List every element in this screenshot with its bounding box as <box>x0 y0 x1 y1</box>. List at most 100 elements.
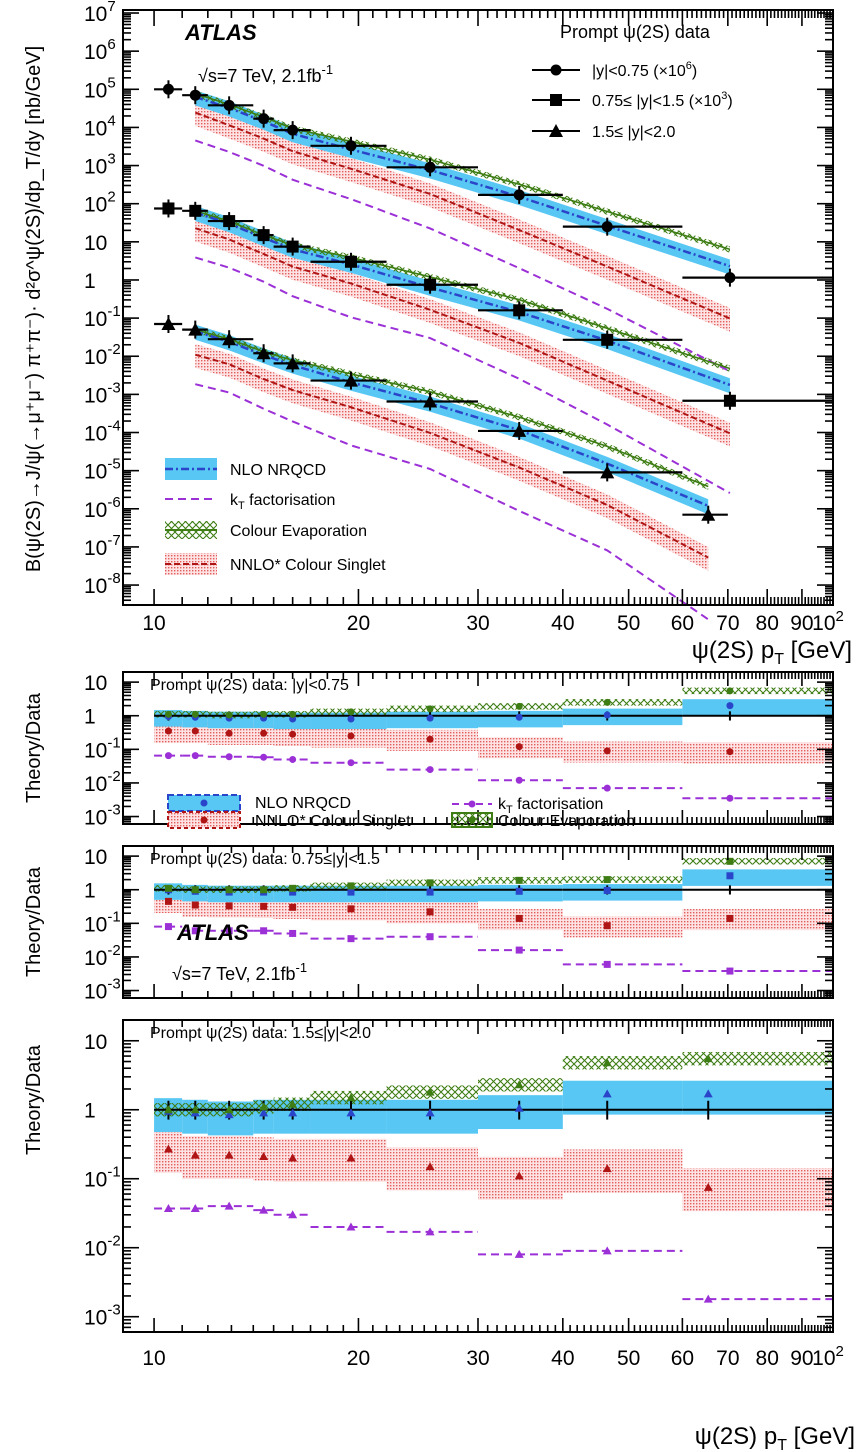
legend-entry-mid: 0.75≤ |y|<1.5 (×103) <box>592 90 733 110</box>
data-point <box>258 113 270 125</box>
main-y-axis-title: B(ψ(2S)→J/ψ(→μ⁺μ⁻) π⁺π⁻)· d²σ^ψ(2S)/dp_T… <box>23 46 45 572</box>
ratio-marker <box>726 914 734 922</box>
y-tick-label: 10-2 <box>84 942 121 970</box>
y-tick-label: 10-3 <box>84 1302 121 1330</box>
data-point <box>222 332 237 346</box>
ratio-marker <box>514 1080 524 1089</box>
ratio-marker <box>703 1089 713 1098</box>
ratio-marker <box>602 1164 612 1173</box>
ratio-marker <box>426 888 434 896</box>
energy-label: √s=7 TeV, 2.1fb-1 <box>198 62 333 86</box>
x-tick-label: 50 <box>617 612 640 635</box>
square-marker <box>550 94 562 106</box>
ratio-marker <box>515 702 523 710</box>
x-tick-label: 60 <box>671 1347 694 1370</box>
data-points <box>154 80 833 524</box>
data-point <box>343 373 358 387</box>
y-tick-label: 10-2 <box>84 341 121 369</box>
y-tick-label: 106 <box>84 36 116 64</box>
atlas-label: ATLAS <box>184 20 257 45</box>
ratio-marker <box>425 1108 435 1117</box>
x-tick-label: 80 <box>756 612 779 635</box>
ratio-marker <box>602 1089 612 1098</box>
ratio-marker <box>603 960 611 968</box>
x-tick-label: 102 <box>812 1343 844 1370</box>
y-tick-label: 10-2 <box>84 1233 121 1261</box>
ratio-marker <box>163 1144 173 1153</box>
ratio-marker <box>289 888 297 896</box>
nrqcd-swatch <box>165 458 217 480</box>
ratio-marker <box>514 1103 524 1112</box>
y-tick-labels: 10710610510410310210110-110-210-310-410-… <box>84 0 121 598</box>
ratio-legend-nrqcd: NLO NRQCD <box>255 795 351 812</box>
ratio-marker <box>190 1105 200 1114</box>
energy-label: √s=7 TeV, 2.1fb-1 <box>172 960 307 984</box>
ceva-band <box>195 90 730 253</box>
ratio-marker <box>225 711 233 719</box>
ratio-marker <box>190 1150 200 1159</box>
y-tick-label: 10-4 <box>84 418 121 446</box>
y-tick-label: 1 <box>84 706 96 729</box>
cs-band <box>195 344 709 571</box>
nrqcd-band <box>562 884 683 901</box>
x-tick-label: 30 <box>466 612 489 635</box>
ceva-band <box>682 687 833 695</box>
ratio-y-title: Theory/Data <box>23 866 45 977</box>
ratio-marker <box>260 902 268 910</box>
ratio-marker <box>289 755 297 763</box>
ratio-marker <box>602 1058 612 1067</box>
x-tick-label: 80 <box>756 1347 779 1370</box>
ratio-marker <box>426 705 434 713</box>
y-tick-label: 10-7 <box>84 532 121 560</box>
ratio-marker <box>191 710 199 718</box>
main-panel: 10710610510410310210110-110-210-310-410-… <box>23 0 852 668</box>
y-tick-label: 10 <box>84 846 107 869</box>
data-point <box>600 465 615 479</box>
nrqcd-band <box>682 869 833 886</box>
ratio-marker <box>515 876 523 884</box>
ratio-marker <box>191 752 199 760</box>
x-tick-label: 90 <box>790 1347 813 1370</box>
y-tick-label: 10 <box>84 672 107 695</box>
cs-marker <box>200 816 208 824</box>
main-x-axis-title: ψ(2S) pT [GeV] <box>692 637 852 668</box>
y-tick-label: 10-8 <box>84 570 121 598</box>
ratio-marker <box>603 876 611 884</box>
ratio-marker <box>603 698 611 706</box>
ratio-marker <box>726 794 734 802</box>
y-tick-label: 10-1 <box>84 1164 121 1192</box>
kt-marker <box>468 800 476 808</box>
circle-marker <box>550 64 562 76</box>
ratio-marker <box>603 784 611 792</box>
ratio-marker <box>515 946 523 954</box>
ratio-marker <box>346 1093 356 1102</box>
ratio-region-label: Prompt ψ(2S) data: 0.75≤|y|<1.5 <box>150 851 380 868</box>
legend-entry-central: |y|<0.75 (×106) <box>592 60 697 80</box>
ratio-marker <box>289 903 297 911</box>
ratio-marker <box>603 747 611 755</box>
data-point <box>423 394 438 408</box>
ratio-marker <box>347 905 355 913</box>
ratio-marker <box>289 710 297 718</box>
data-point <box>162 202 175 215</box>
cs-band <box>562 1149 683 1193</box>
x-tick-label: 10 <box>142 612 165 635</box>
ratio-marker <box>347 708 355 716</box>
ratio-marker <box>347 759 355 767</box>
x-tick-label: 90 <box>790 612 813 635</box>
ratio-marker <box>515 887 523 895</box>
theory-legend: NLO NRQCD kT factorisation Colour Evapor… <box>165 458 386 575</box>
y-tick-label: 1 <box>84 1100 96 1123</box>
ratio-marker <box>164 923 172 931</box>
ratio-marker <box>515 743 523 751</box>
ratio-axis-ticks: 10 1 10-1 10-2 10-3 <box>84 1019 834 1333</box>
ratio-marker <box>426 933 434 941</box>
nrqcd-band <box>195 324 709 515</box>
ratio-marker <box>347 882 355 890</box>
ratio-marker <box>164 897 172 905</box>
ratio-marker <box>425 1087 435 1096</box>
ratio-legend: NLO NRQCD NNLO* Colour Singlet kT factor… <box>167 794 635 830</box>
